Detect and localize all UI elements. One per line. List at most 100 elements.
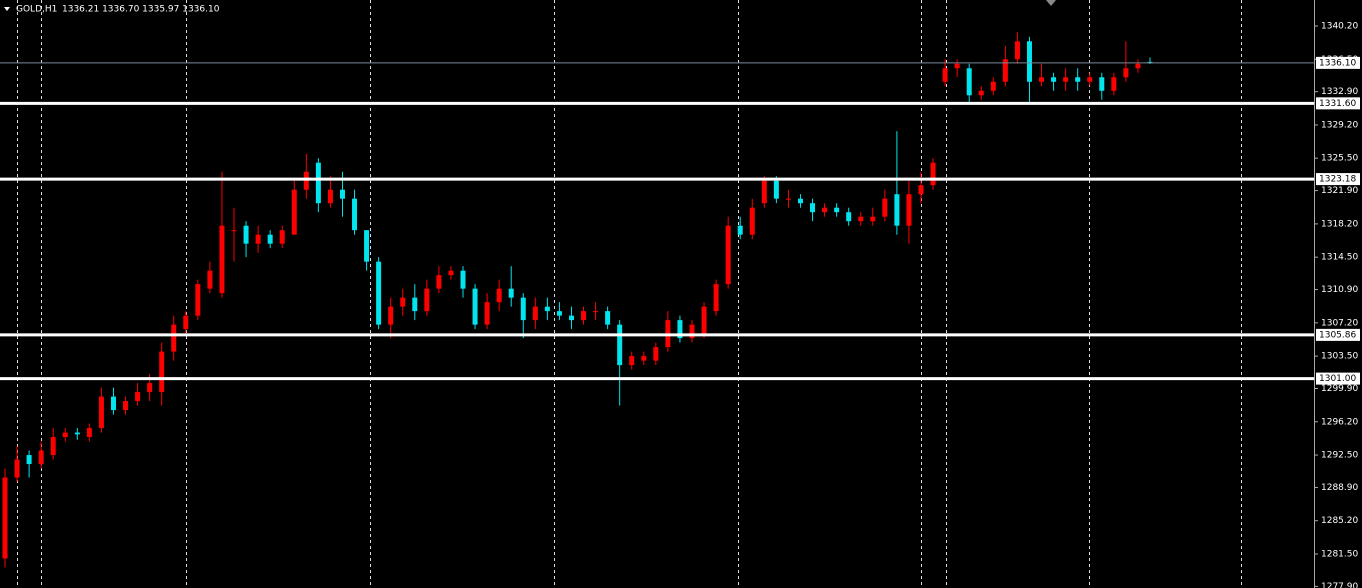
candle-body bbox=[243, 225, 249, 244]
candle-body bbox=[472, 288, 478, 325]
candle-body bbox=[2, 477, 8, 559]
candle-body bbox=[1099, 77, 1105, 91]
candle-body bbox=[906, 194, 912, 226]
candle-body bbox=[617, 324, 623, 366]
candle-body bbox=[761, 180, 767, 204]
candle-body bbox=[171, 324, 177, 352]
candle-body bbox=[255, 234, 261, 244]
candle-body bbox=[98, 396, 104, 429]
candle-body bbox=[484, 302, 490, 325]
candle-body bbox=[725, 225, 731, 285]
candle-body bbox=[1026, 41, 1032, 82]
candle-body bbox=[135, 392, 141, 402]
candle-body bbox=[942, 68, 948, 82]
candle-body bbox=[26, 455, 32, 465]
level-box bbox=[1316, 97, 1360, 110]
y-tick-label: 1277.90 bbox=[1321, 582, 1358, 588]
candle-body bbox=[327, 189, 333, 204]
candle-body bbox=[918, 185, 924, 195]
candle-body bbox=[376, 261, 382, 325]
candle-body bbox=[424, 288, 430, 312]
candle-body bbox=[339, 189, 345, 199]
candle-body bbox=[123, 401, 129, 411]
candle-body bbox=[279, 230, 285, 244]
y-tick-label: 1285.20 bbox=[1321, 516, 1358, 526]
candle-body bbox=[315, 162, 321, 204]
level-label: 1331.60 bbox=[1319, 99, 1356, 109]
candle-body bbox=[1123, 68, 1129, 78]
candle-body bbox=[74, 432, 80, 435]
candle-body bbox=[231, 230, 237, 232]
candle-body bbox=[882, 198, 888, 217]
candle-body bbox=[689, 324, 695, 339]
candle-body bbox=[978, 90, 984, 96]
y-tick-label: 1340.20 bbox=[1321, 21, 1358, 31]
candle-body bbox=[544, 306, 550, 312]
candle-body bbox=[966, 68, 972, 96]
y-tick-label: 1310.90 bbox=[1321, 285, 1358, 295]
candle-body bbox=[520, 297, 526, 321]
candle-body bbox=[954, 63, 960, 69]
y-tick-label: 1325.50 bbox=[1321, 154, 1358, 164]
candle-body bbox=[930, 162, 936, 186]
candle-body bbox=[1087, 77, 1093, 82]
y-tick-label: 1321.90 bbox=[1321, 186, 1358, 196]
candle-body bbox=[629, 356, 635, 366]
candle-body bbox=[797, 198, 803, 204]
candle-body bbox=[785, 198, 791, 200]
candle-body bbox=[1051, 77, 1057, 82]
candle-body bbox=[990, 81, 996, 91]
candle-body bbox=[713, 284, 719, 312]
candle-body bbox=[388, 306, 394, 325]
candle-body bbox=[460, 270, 466, 289]
level-box bbox=[1316, 372, 1360, 385]
candle-body bbox=[267, 234, 273, 244]
candle-body bbox=[858, 216, 864, 222]
candle-body bbox=[508, 288, 514, 298]
y-tick-label: 1318.20 bbox=[1321, 219, 1358, 229]
level-box bbox=[1316, 173, 1360, 186]
candle-body bbox=[183, 315, 189, 330]
level-label: 1301.00 bbox=[1319, 374, 1356, 384]
candle-body bbox=[195, 284, 201, 316]
candle-body bbox=[894, 194, 900, 226]
y-tick-label: 1299.90 bbox=[1321, 384, 1358, 394]
candle-body bbox=[568, 315, 574, 321]
candle-body bbox=[86, 428, 92, 438]
candle-body bbox=[556, 311, 562, 316]
candle-body bbox=[219, 225, 225, 294]
candle-body bbox=[1014, 41, 1020, 60]
y-tick-label: 1332.90 bbox=[1321, 87, 1358, 97]
candle-body bbox=[207, 270, 213, 289]
candle-body bbox=[400, 297, 406, 307]
y-tick-label: 1281.50 bbox=[1321, 549, 1358, 559]
last-price-label: 1336.10 bbox=[1319, 58, 1356, 68]
marker bbox=[1046, 0, 1056, 6]
candle-body bbox=[412, 297, 418, 312]
candle-body bbox=[677, 320, 683, 339]
candle-body bbox=[593, 311, 599, 313]
candle-body bbox=[737, 225, 743, 235]
candle-body bbox=[1111, 77, 1117, 91]
candle-body bbox=[834, 207, 840, 213]
level-label: 1305.86 bbox=[1319, 330, 1356, 340]
y-tick-label: 1296.20 bbox=[1321, 417, 1358, 427]
candle-body bbox=[1135, 63, 1141, 69]
quote: 1336.21 1336.70 1335.97 1336.10 bbox=[62, 5, 220, 15]
y-tick-label: 1303.50 bbox=[1321, 352, 1358, 362]
candle-body bbox=[110, 396, 116, 411]
candle-body bbox=[810, 203, 816, 213]
y-tick-label: 1292.50 bbox=[1321, 451, 1358, 461]
candle-body bbox=[581, 311, 587, 321]
time-grid bbox=[17, 0, 1242, 588]
menu-arrow[interactable] bbox=[4, 7, 10, 11]
candle-body bbox=[641, 356, 647, 361]
candle-body bbox=[773, 180, 779, 199]
last-price-box bbox=[1316, 56, 1360, 69]
candle-body bbox=[436, 275, 442, 289]
candle-body bbox=[448, 270, 454, 276]
level-label: 1323.18 bbox=[1319, 175, 1356, 185]
y-tick-label: 1329.20 bbox=[1321, 120, 1358, 130]
candle-body bbox=[701, 306, 707, 334]
